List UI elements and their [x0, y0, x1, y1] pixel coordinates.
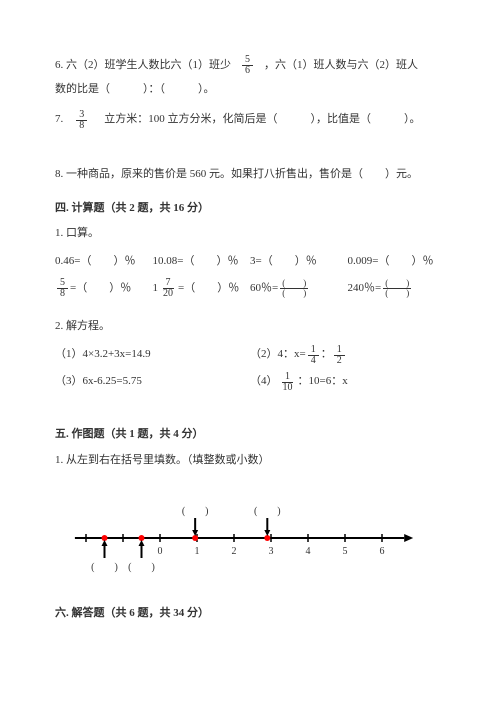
section-5-header: 五. 作图题（共 1 题，共 4 分） — [55, 425, 445, 445]
eq2-pre: （2）4：x= — [250, 345, 306, 365]
eq-row-2: （3）6x-6.25=5.75 （4） 1 10 ：10=6：x — [55, 372, 445, 393]
q6-text-2: ，六（1）班人数与六（2）班人 — [264, 56, 418, 76]
question-7: 7. 3 8 立方米：100 立方分米，化简后是（ ），比值是（ ）。 — [55, 110, 445, 131]
calc-row-1: 0.46=（ ）％ 10.08=（ ）％ 3=（ ）％ 0.009=（ ）％ — [55, 252, 445, 272]
calc-row-2: 5 8 =（ ）％ 1 7 20 =（ ）％ 60％= ( ) ( ) 240％… — [55, 278, 445, 299]
frac-7-20: 7 20 — [160, 278, 176, 299]
q7-text: 立方米：100 立方分米，化简后是（ ），比值是（ ）。 — [104, 110, 420, 130]
blank-fraction: ( ) ( ) — [383, 279, 411, 298]
calc-cell: 3=（ ）％ — [250, 252, 348, 272]
cell-pre: 240％= — [348, 279, 382, 299]
svg-text:( ): ( ) — [254, 506, 281, 517]
eq-4: （4） 1 10 ：10=6：x — [250, 372, 445, 393]
eq2-sep: ： — [321, 345, 332, 365]
cell-tail: =（ ）％ — [70, 279, 131, 299]
svg-text:0: 0 — [158, 546, 163, 557]
frac-5-8: 5 8 — [57, 278, 68, 299]
question-6: 6. 六（2）班学生人数比六（1）班少 5 6 ，六（1）班人数与六（2）班人 … — [55, 55, 445, 100]
q8-text: 8. 一种商品，原来的售价是 560 元。如果打八折售出，售价是（ ）元。 — [55, 168, 418, 180]
calc-cell: 1 7 20 =（ ）％ — [153, 278, 251, 299]
svg-text:2: 2 — [232, 546, 237, 557]
calc-cell: 10.08=（ ）％ — [153, 252, 251, 272]
blank-fraction: ( ) ( ) — [280, 279, 308, 298]
eq4-pre: （4） — [250, 372, 278, 392]
eq-2: （2）4：x= 1 4 ： 1 2 — [250, 345, 445, 366]
eq4-tail: ：10=6：x — [298, 372, 348, 392]
frac-1-4: 1 4 — [308, 345, 319, 366]
calc-cell: 0.46=（ ）％ — [55, 252, 153, 272]
cell-pre: 60％= — [250, 279, 278, 299]
svg-text:5: 5 — [343, 546, 348, 557]
svg-text:3: 3 — [269, 546, 274, 557]
calc-cell: 0.009=（ ）％ — [348, 252, 446, 272]
s5-q1: 1. 从左到右在括号里填数。（填整数或小数） — [55, 451, 445, 471]
mixed-1-7-20: 1 7 20 — [153, 278, 179, 299]
q6-fraction: 5 6 — [242, 55, 253, 76]
s4-q1-label: 1. 口算。 — [55, 224, 445, 244]
cell-tail: =（ ）％ — [178, 279, 239, 299]
svg-text:4: 4 — [306, 546, 311, 557]
section-4-header: 四. 计算题（共 2 题，共 16 分） — [55, 199, 445, 219]
q6-line2: 数的比是（ ）：（ ）。 — [55, 80, 445, 100]
svg-text:( ): ( ) — [91, 562, 118, 573]
q7-prefix: 7. — [55, 110, 63, 130]
mixed-whole: 1 — [153, 279, 159, 299]
s4-q2-label: 2. 解方程。 — [55, 317, 445, 337]
calc-cell: 5 8 =（ ）％ — [55, 278, 153, 299]
svg-text:1: 1 — [195, 546, 200, 557]
numberline-container: 0 1 2 3 4 5 6 ( ) ( ) ( ) ( ) — [55, 488, 445, 586]
numberline-svg: 0 1 2 3 4 5 6 ( ) ( ) ( ) ( ) — [55, 488, 425, 578]
eq-row-1: （1）4×3.2+3x=14.9 （2）4：x= 1 4 ： 1 2 — [55, 345, 445, 366]
eq-1: （1）4×3.2+3x=14.9 — [55, 345, 250, 366]
q6-text-1: 6. 六（2）班学生人数比六（1）班少 — [55, 56, 231, 76]
calc-cell: 60％= ( ) ( ) — [250, 279, 348, 299]
frac-1-2: 1 2 — [334, 345, 345, 366]
svg-text:( ): ( ) — [182, 506, 209, 517]
svg-text:( ): ( ) — [128, 562, 155, 573]
frac-1-10: 1 10 — [280, 372, 296, 393]
q7-fraction: 3 8 — [76, 110, 87, 131]
svg-text:6: 6 — [380, 546, 385, 557]
eq-3: （3）6x-6.25=5.75 — [55, 372, 250, 393]
section-6-header: 六. 解答题（共 6 题，共 34 分） — [55, 604, 445, 624]
question-8: 8. 一种商品，原来的售价是 560 元。如果打八折售出，售价是（ ）元。 — [55, 165, 445, 185]
calc-cell: 240％= ( ) ( ) — [348, 279, 446, 299]
